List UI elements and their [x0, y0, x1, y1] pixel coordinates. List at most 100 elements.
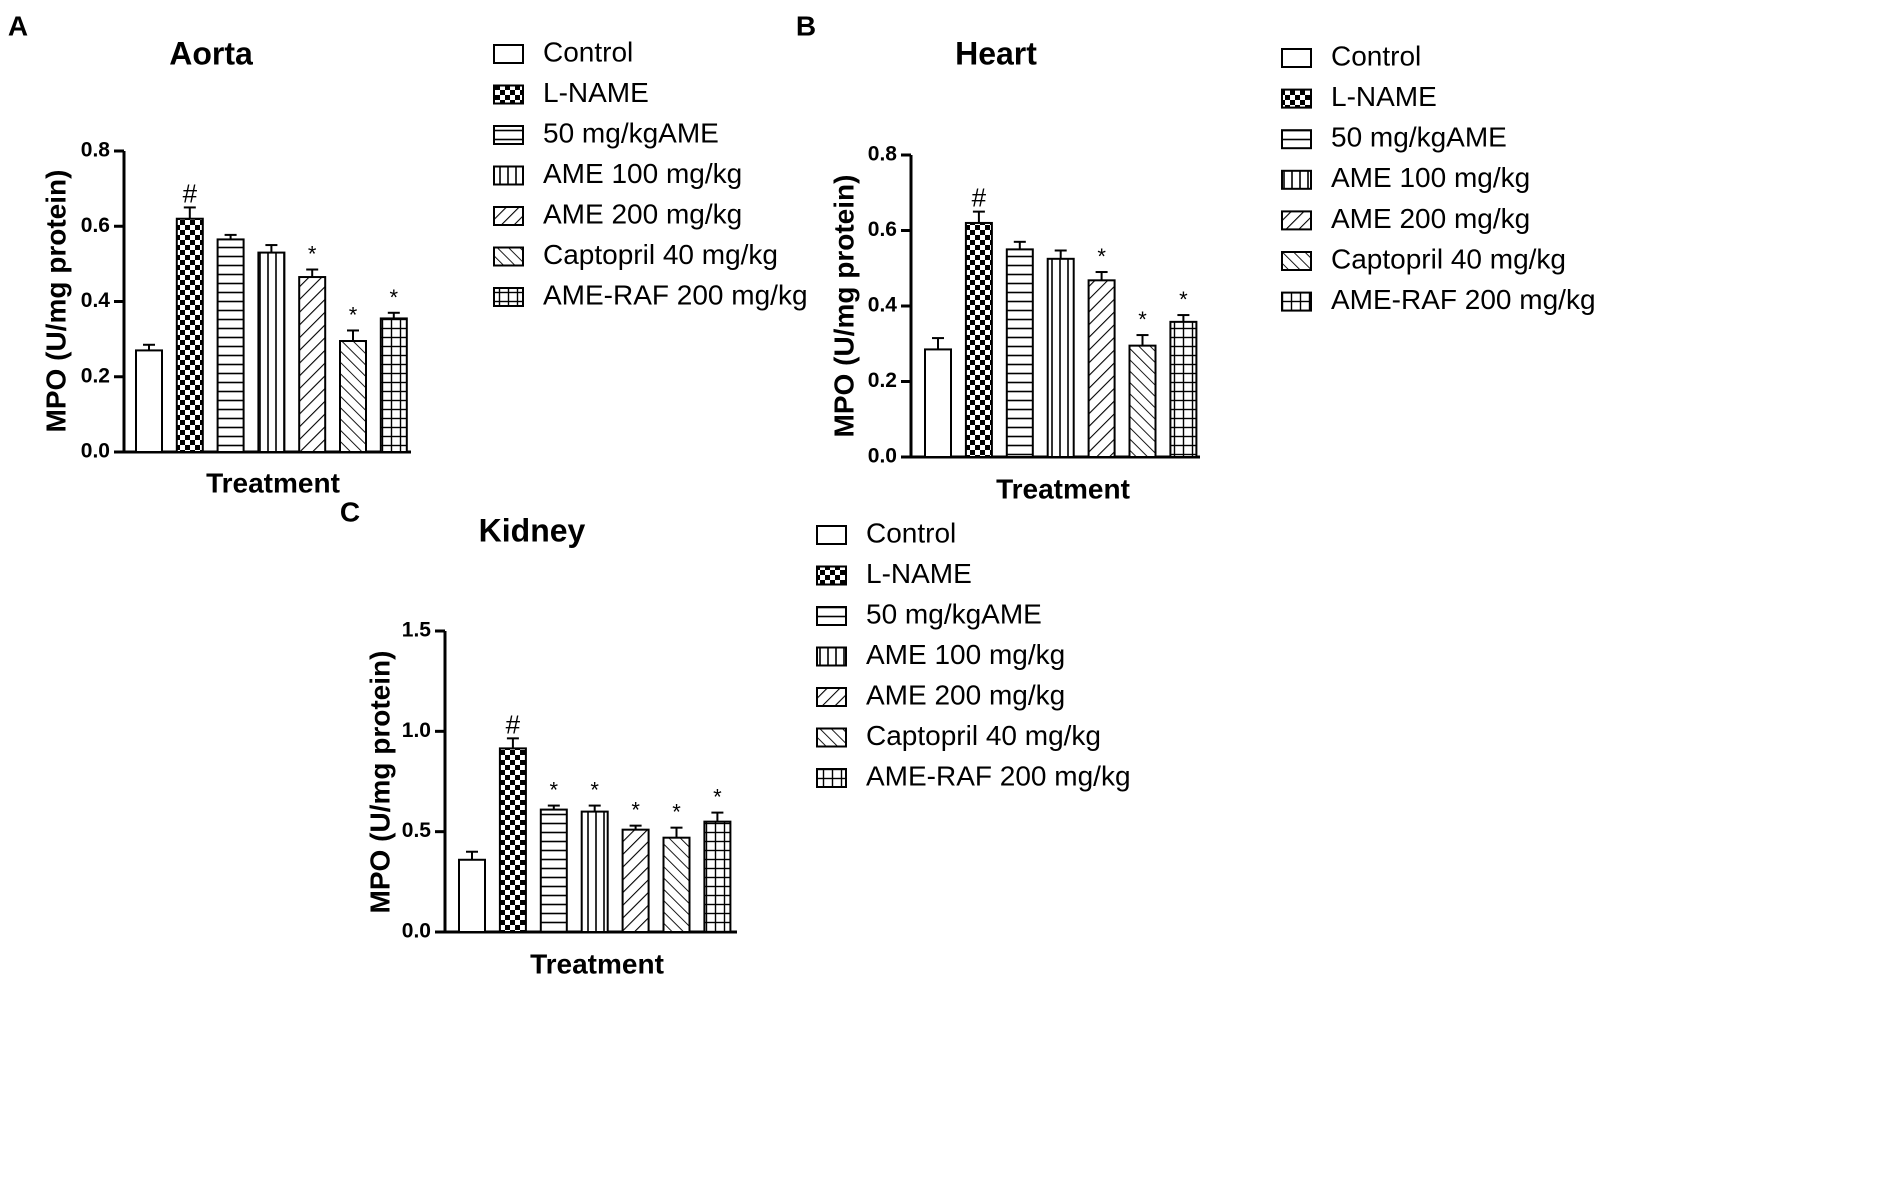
- y-tick-label: 0.4: [868, 294, 898, 317]
- legend-swatch-2: [1281, 88, 1312, 109]
- significance-mark: *: [713, 785, 722, 810]
- legend-swatch-4: [493, 165, 524, 186]
- bar-3: [539, 808, 568, 933]
- chart-title: Kidney: [479, 512, 586, 548]
- legend-label: Control: [1331, 40, 1421, 71]
- bar-3: [1005, 248, 1034, 458]
- legend-label: 50 mg/kgAME: [543, 117, 719, 148]
- bar-7: [703, 820, 732, 934]
- bar-4: [257, 251, 286, 453]
- y-axis-label: MPO (U/mg protein): [40, 170, 71, 433]
- legend-swatch-6: [1281, 251, 1312, 271]
- panel-letter-a: A: [8, 10, 28, 41]
- significance-mark: #: [972, 183, 987, 213]
- bar-5: [1087, 279, 1116, 458]
- y-tick-label: 0.0: [402, 920, 431, 943]
- bar-7: [1169, 320, 1198, 459]
- legend-swatch-5: [1281, 210, 1312, 231]
- legend-label: L-NAME: [1331, 81, 1437, 112]
- chart-panel-c: C Kidney 0.0 0.5 1.0 1.5 Treatment MPO (U/mg pr…: [340, 496, 1131, 979]
- bar-6: [662, 836, 691, 933]
- significance-mark: *: [1097, 244, 1106, 269]
- bar-6: [339, 340, 367, 454]
- legend-label: L-NAME: [543, 77, 649, 108]
- x-axis-label: Treatment: [530, 948, 664, 979]
- legend-swatch-3: [816, 606, 847, 626]
- legend-label: AME-RAF 200 mg/kg: [543, 279, 808, 310]
- legend-swatch-2: [816, 565, 847, 586]
- significance-mark: *: [672, 800, 681, 825]
- legend-label: Control: [543, 36, 633, 67]
- legend-label: 50 mg/kgAME: [1331, 122, 1507, 153]
- legend-swatch-3: [1281, 129, 1312, 150]
- y-tick-label: 0.6: [868, 218, 897, 241]
- legend-swatch-7: [816, 768, 847, 788]
- legend-label: Control: [866, 517, 956, 548]
- legend-label: L-NAME: [866, 558, 972, 589]
- y-axis-label: MPO (U/mg protein): [364, 651, 395, 914]
- panel-letter-b: B: [796, 10, 816, 41]
- significance-mark: *: [590, 778, 599, 803]
- legend-label: AME 100 mg/kg: [543, 158, 742, 189]
- y-tick-label: 1.5: [402, 619, 432, 642]
- y-tick-label: 0.2: [81, 364, 110, 387]
- legend-swatch-4: [816, 646, 847, 667]
- legend-label: AME-RAF 200 mg/kg: [1331, 284, 1596, 315]
- bar-3: [216, 238, 245, 453]
- legend-swatch-1: [816, 525, 847, 545]
- y-tick-label: 0.0: [81, 440, 110, 463]
- significance-mark: *: [390, 285, 399, 310]
- x-axis-label: Treatment: [206, 467, 340, 498]
- y-tick-label: 0.2: [868, 369, 897, 392]
- significance-mark: *: [1179, 287, 1188, 312]
- bar-5: [621, 828, 650, 933]
- y-axis-label: MPO (U/mg protein): [828, 175, 859, 438]
- legend-label: AME 200 mg/kg: [543, 198, 742, 229]
- y-tick-label: 0.4: [81, 289, 111, 312]
- significance-mark: #: [506, 709, 521, 739]
- bar-1: [924, 348, 952, 459]
- panel-letter-c: C: [340, 496, 360, 527]
- legend-swatch-5: [816, 687, 847, 707]
- chart-title: Aorta: [169, 35, 253, 71]
- bar-1: [135, 349, 163, 454]
- legend-swatch-1: [493, 44, 524, 64]
- y-tick-label: 0.8: [81, 139, 111, 162]
- bar-7: [379, 317, 408, 453]
- bar-6: [1128, 344, 1157, 459]
- significance-mark: *: [1138, 307, 1147, 332]
- significance-mark: *: [631, 798, 640, 823]
- legend-label: AME 200 mg/kg: [866, 679, 1065, 710]
- legend-label: AME 100 mg/kg: [1331, 162, 1530, 193]
- legend-swatch-7: [493, 287, 524, 307]
- legend-label: Captopril 40 mg/kg: [1331, 243, 1566, 274]
- chart-panel-a: A Aorta 0.0 0.2 0.4 0.6 0.8 Treatment MPO (U/mg …: [8, 10, 808, 498]
- significance-mark: *: [349, 302, 358, 327]
- legend-swatch-5: [493, 206, 524, 226]
- y-tick-label: 0.8: [868, 143, 898, 166]
- y-tick-label: 0.0: [868, 445, 897, 468]
- y-tick-label: 0.5: [402, 819, 432, 842]
- significance-mark: *: [550, 778, 559, 803]
- bar-4: [580, 810, 609, 933]
- bar-4: [1046, 257, 1075, 458]
- y-tick-label: 1.0: [402, 719, 431, 742]
- bar-2: [175, 217, 204, 453]
- legend-label: AME-RAF 200 mg/kg: [866, 760, 1131, 791]
- y-tick-label: 0.6: [81, 214, 110, 237]
- legend-label: Captopril 40 mg/kg: [866, 720, 1101, 751]
- legend-swatch-6: [816, 727, 847, 748]
- legend-label: AME 200 mg/kg: [1331, 203, 1530, 234]
- significance-mark: *: [308, 242, 317, 267]
- legend-swatch-6: [493, 246, 524, 267]
- legend-swatch-3: [493, 125, 524, 145]
- legend-swatch-1: [1281, 48, 1312, 68]
- legend-label: AME 100 mg/kg: [866, 639, 1065, 670]
- legend-label: 50 mg/kgAME: [866, 598, 1042, 629]
- bar-2: [498, 747, 527, 934]
- legend-swatch-4: [1281, 169, 1312, 190]
- bar-5: [298, 276, 327, 454]
- x-axis-label: Treatment: [996, 473, 1130, 504]
- legend-swatch-7: [1281, 291, 1312, 312]
